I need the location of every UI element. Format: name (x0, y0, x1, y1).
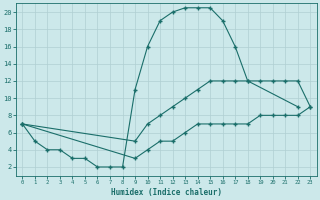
X-axis label: Humidex (Indice chaleur): Humidex (Indice chaleur) (111, 188, 222, 197)
